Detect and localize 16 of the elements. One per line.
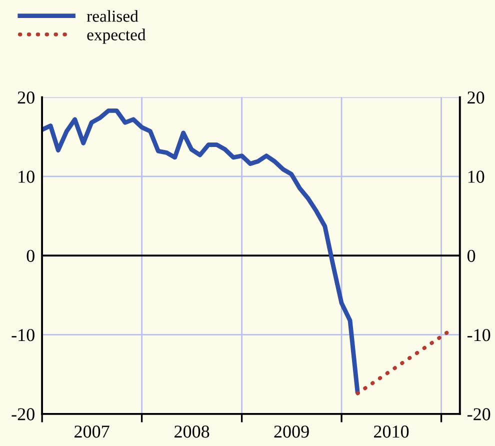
legend-label: realised (86, 10, 138, 22)
y2-tick-label: 20 (468, 91, 484, 104)
y-tick-label: 10 (18, 170, 34, 183)
y2-tick-label: 10 (468, 170, 484, 183)
y-tick-label: -20 (12, 408, 34, 420)
x-tick-label: 2008 (174, 426, 210, 438)
x-tick-label: 2007 (74, 426, 110, 438)
y2-tick-label: 0 (467, 250, 476, 262)
y2-tick-label: -20 (467, 408, 490, 420)
legend-label: expected (87, 28, 146, 44)
y-tick-label: 20 (18, 91, 34, 104)
x-tick-label: 2010 (374, 426, 409, 438)
y-tick-label: -10 (12, 328, 34, 342)
y2-tick-label: -10 (467, 328, 490, 342)
x-tick-label: 2009 (274, 426, 309, 438)
y-tick-label: 0 (26, 250, 34, 262)
